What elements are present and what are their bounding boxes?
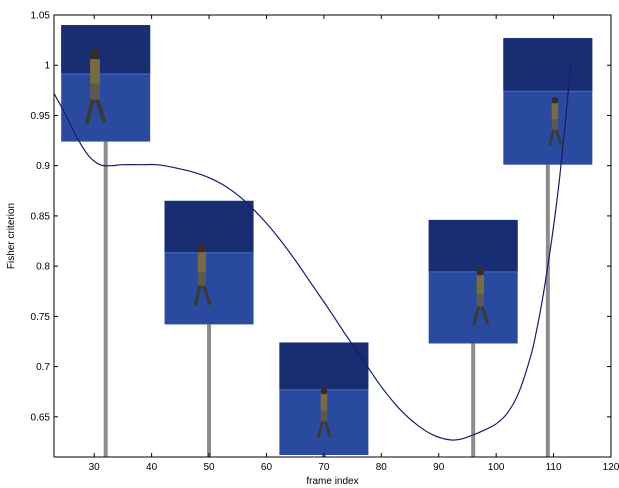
- x-axis-ticks: 30 40 50 60 70 80 90 100 110 120: [89, 15, 619, 473]
- y-tick-label: 0.8: [36, 262, 50, 273]
- x-tick-label: 70: [318, 462, 330, 473]
- y-tick-label: 0.85: [31, 211, 51, 222]
- x-tick-label: 50: [203, 462, 215, 473]
- thumbnail-backdrop: [503, 38, 593, 92]
- walker-figure: [84, 49, 107, 125]
- x-tick-label: 110: [546, 462, 562, 473]
- y-tick-label: 1.05: [31, 11, 51, 22]
- x-tick-label: 120: [603, 462, 619, 473]
- thumbnail-backdrop: [428, 219, 518, 272]
- y-axis-label: Fisher criterion: [6, 203, 17, 269]
- x-tick-label: 30: [89, 462, 101, 473]
- y-tick-label: 1: [44, 61, 50, 72]
- y-tick-label: 0.75: [31, 312, 51, 323]
- walker-figure: [316, 387, 332, 439]
- frame-thumbnail: [61, 25, 151, 142]
- y-axis-ticks: 0.65 0.7 0.75 0.8 0.85 0.9 0.95 1 1.05: [31, 11, 611, 423]
- x-tick-label: 90: [433, 462, 445, 473]
- y-tick-label: 0.7: [36, 362, 50, 373]
- thumbnail-backdrop: [279, 342, 369, 390]
- frame-thumbnail: [164, 200, 254, 325]
- plot-frame: [53, 14, 612, 458]
- frame-thumbnail: [428, 219, 518, 344]
- frame-thumbnail-layer: [61, 25, 593, 455]
- walker-figure: [548, 96, 563, 147]
- y-tick-label: 0.95: [31, 111, 51, 122]
- fisher-criterion-curve: [53, 63, 572, 441]
- thumbnail-backdrop: [164, 200, 254, 253]
- frame-thumbnail: [503, 38, 593, 165]
- x-tick-label: 80: [376, 462, 388, 473]
- x-tick-label: 40: [146, 462, 158, 473]
- thumbnail-backdrop: [61, 25, 151, 74]
- x-tick-label: 60: [261, 462, 273, 473]
- frame-thumbnail: [279, 342, 369, 455]
- x-tick-label: 100: [488, 462, 505, 473]
- y-tick-label: 0.65: [31, 412, 51, 423]
- x-axis-label: frame index: [306, 476, 358, 487]
- walker-figure: [193, 243, 212, 307]
- walker-figure: [472, 267, 490, 326]
- y-tick-label: 0.9: [36, 161, 50, 172]
